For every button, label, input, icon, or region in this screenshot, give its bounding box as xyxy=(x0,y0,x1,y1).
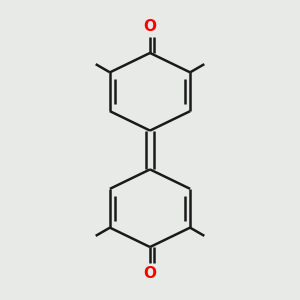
Text: O: O xyxy=(143,266,157,281)
Text: O: O xyxy=(143,19,157,34)
